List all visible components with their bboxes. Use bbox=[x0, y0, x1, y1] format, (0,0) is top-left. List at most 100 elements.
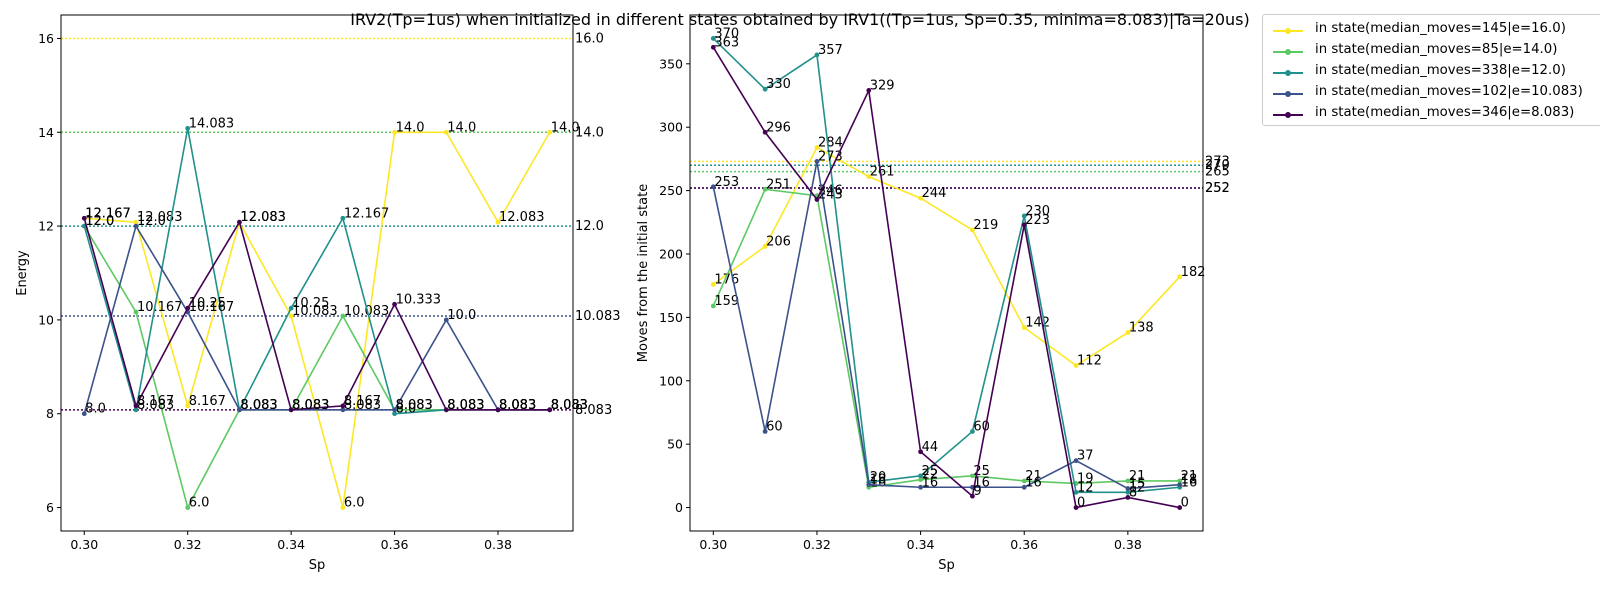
figure-title: IRV2(Tp=1us) when initialized in differe… bbox=[350, 10, 1250, 29]
data-point bbox=[1021, 325, 1027, 330]
data-point bbox=[392, 407, 397, 413]
data-label: 25 bbox=[922, 464, 939, 479]
series-line bbox=[712, 161, 1180, 490]
data-label: 19 bbox=[1077, 471, 1094, 486]
x-tick-label: 0.34 bbox=[907, 537, 935, 552]
legend-label: in state(median_moves=85|e=14.0) bbox=[1315, 42, 1558, 57]
data-label: 12.083 bbox=[240, 210, 286, 225]
y-tick-label: 8 bbox=[46, 406, 54, 421]
data-point bbox=[1021, 484, 1027, 490]
plot-frame bbox=[60, 14, 574, 532]
data-label: 12.0 bbox=[137, 214, 166, 229]
data-label: 44 bbox=[922, 440, 939, 455]
data-label: 12 bbox=[1077, 480, 1094, 495]
x-tick-label: 0.30 bbox=[699, 537, 727, 552]
series-line bbox=[84, 131, 551, 508]
data-label: 10.333 bbox=[396, 292, 442, 307]
data-label: 370 bbox=[714, 26, 739, 41]
y-tick-label: 10 bbox=[38, 312, 54, 327]
data-point bbox=[918, 484, 923, 490]
legend-label: in state(median_moves=346|e=8.083) bbox=[1315, 105, 1575, 120]
reference-line-label: 252 bbox=[1205, 181, 1230, 196]
data-label: 14.083 bbox=[189, 116, 235, 131]
data-point bbox=[340, 215, 346, 221]
data-label: 16 bbox=[922, 475, 939, 490]
legend: in state(median_moves=145|e=16.0) in sta… bbox=[1262, 14, 1600, 126]
data-label: 10.167 bbox=[137, 300, 183, 315]
y-tick-label: 6 bbox=[46, 500, 54, 515]
data-label: 251 bbox=[766, 177, 791, 192]
y-tick-label: 350 bbox=[659, 56, 683, 71]
y-axis-label: Moves from the initial state bbox=[636, 184, 651, 362]
legend-label: in state(median_moves=102|e=10.083) bbox=[1315, 84, 1583, 99]
data-label: 206 bbox=[766, 234, 791, 249]
data-point bbox=[340, 407, 346, 413]
data-label: 273 bbox=[818, 149, 843, 164]
data-label: 223 bbox=[1025, 213, 1050, 228]
data-point bbox=[443, 407, 449, 413]
series-line bbox=[712, 46, 1180, 509]
moves-chart: 2732652702522521762062842612442191421121… bbox=[636, 14, 1230, 573]
data-label: 8.167 bbox=[344, 394, 381, 409]
data-point bbox=[547, 129, 553, 135]
data-point bbox=[814, 159, 820, 164]
data-point bbox=[1021, 213, 1027, 219]
x-tick-label: 0.38 bbox=[484, 537, 512, 552]
data-label: 14.0 bbox=[396, 120, 425, 135]
data-point bbox=[866, 88, 872, 93]
data-label: 8.083 bbox=[499, 398, 536, 413]
y-tick-label: 0 bbox=[675, 500, 683, 515]
reference-line-label: 252 bbox=[1205, 181, 1230, 196]
data-label: 284 bbox=[818, 135, 843, 150]
data-label: 15 bbox=[1129, 477, 1146, 492]
data-label: 16 bbox=[1181, 475, 1198, 490]
data-point bbox=[710, 303, 716, 309]
data-label: 16 bbox=[973, 475, 990, 490]
data-point bbox=[970, 493, 975, 499]
data-point bbox=[237, 219, 242, 225]
data-label: 159 bbox=[714, 294, 739, 309]
data-label: 21 bbox=[1129, 469, 1146, 484]
data-point bbox=[185, 305, 191, 311]
data-point bbox=[1073, 363, 1079, 368]
x-tick-label: 0.36 bbox=[1010, 537, 1038, 552]
data-point bbox=[185, 505, 191, 510]
series-line bbox=[712, 188, 1180, 489]
y-tick-label: 14 bbox=[38, 125, 54, 140]
data-point bbox=[185, 125, 191, 131]
data-point bbox=[762, 129, 768, 135]
data-point bbox=[1125, 330, 1131, 335]
data-point bbox=[762, 186, 768, 192]
data-label: 8.083 bbox=[551, 398, 588, 413]
data-point bbox=[710, 36, 716, 41]
data-point bbox=[133, 407, 139, 413]
data-label: 21 bbox=[1181, 469, 1198, 484]
data-point bbox=[340, 313, 346, 319]
y-axis-label: Energy bbox=[15, 250, 30, 296]
data-label: 10.083 bbox=[344, 304, 390, 319]
plot-frame bbox=[689, 14, 1204, 532]
data-point bbox=[340, 403, 346, 409]
data-point bbox=[1125, 495, 1131, 500]
y-tick-label: 12 bbox=[38, 219, 54, 234]
data-point bbox=[495, 219, 501, 225]
data-point bbox=[814, 52, 820, 58]
data-label: 8.0 bbox=[396, 402, 417, 417]
data-label: 10.25 bbox=[189, 296, 226, 311]
data-label: 8.083 bbox=[396, 398, 433, 413]
data-point bbox=[288, 305, 294, 311]
data-label: 219 bbox=[973, 218, 998, 233]
data-label: 8.167 bbox=[189, 394, 226, 409]
data-label: 9 bbox=[973, 484, 981, 499]
data-point bbox=[710, 44, 716, 50]
data-label: 12.167 bbox=[344, 206, 390, 221]
data-point bbox=[814, 145, 820, 150]
data-point bbox=[1177, 505, 1183, 510]
data-label: 243 bbox=[818, 187, 843, 202]
series-line bbox=[83, 225, 550, 510]
data-label: 16 bbox=[870, 475, 887, 490]
x-tick-label: 0.34 bbox=[277, 537, 305, 552]
data-point bbox=[288, 313, 294, 319]
data-point bbox=[288, 407, 294, 413]
